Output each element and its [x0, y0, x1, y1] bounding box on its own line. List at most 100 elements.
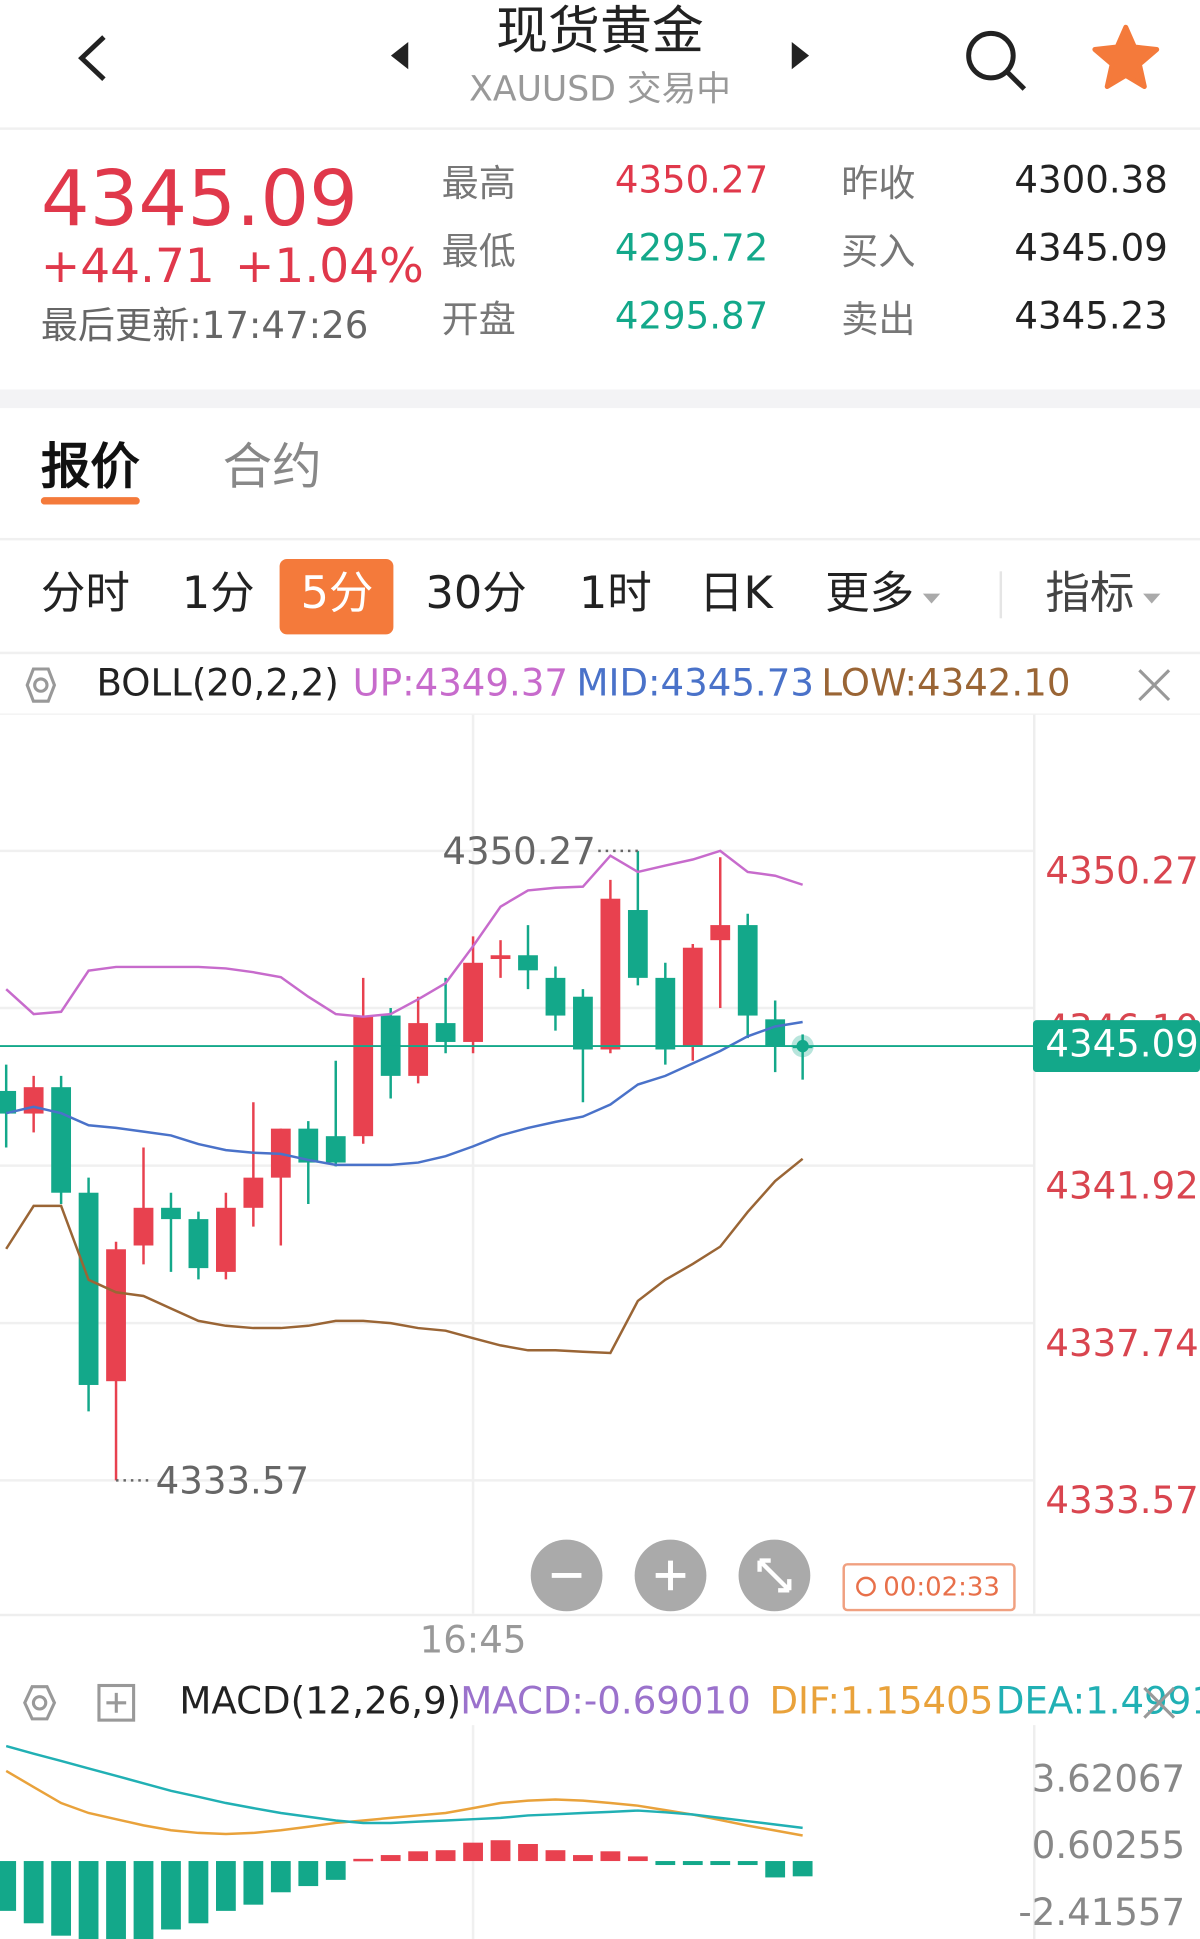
stat-value: 4295.72: [615, 226, 768, 269]
macd-bar: [380, 1855, 401, 1862]
macd-bar: [737, 1861, 758, 1866]
legend-entry: UP:4349.37: [353, 662, 568, 705]
boll-line: [5, 1020, 803, 1167]
divider: [0, 127, 1200, 130]
macd-bar: [216, 1861, 236, 1911]
candle-body: [298, 1128, 319, 1163]
period[interactable]: 日K: [699, 568, 775, 619]
tab[interactable]: 报价: [41, 437, 140, 495]
macd-bar: [188, 1861, 209, 1924]
candle-body: [51, 1087, 72, 1193]
stat-label: 买入: [841, 230, 915, 273]
y-tick-label: 0.60255: [1032, 1824, 1185, 1867]
macd-bar: [600, 1851, 621, 1862]
indicator-button[interactable]: 指标: [1045, 568, 1134, 619]
candle-body: [655, 977, 676, 1050]
change: +44.71: [41, 239, 215, 294]
divider: [999, 571, 1003, 619]
candle-body: [710, 925, 731, 941]
macd-bar: [545, 1850, 566, 1862]
period-active: [279, 558, 394, 635]
close-indicator[interactable]: [1138, 669, 1171, 702]
macd-bar: [490, 1840, 511, 1862]
search-button[interactable]: [966, 30, 1027, 91]
candle-body: [627, 910, 648, 978]
settings-icon[interactable]: [23, 1685, 57, 1721]
candle-body: [78, 1192, 99, 1385]
period[interactable]: 更多: [825, 568, 914, 619]
macd-bar: [0, 1861, 17, 1911]
candle-body: [545, 977, 566, 1016]
zoom-out[interactable]: [530, 1539, 603, 1612]
macd-bar: [435, 1850, 456, 1862]
stat-value: 4345.23: [1014, 294, 1167, 337]
macd-bar: [353, 1858, 374, 1862]
max-label: 4350.27: [442, 830, 595, 873]
settings-icon[interactable]: [25, 667, 57, 703]
stat-value: 4345.09: [1014, 226, 1167, 269]
indicator-title: BOLL(20,2,2): [96, 662, 338, 705]
x-tick-label: 16:45: [420, 1619, 527, 1662]
zoom-in[interactable]: [634, 1539, 707, 1612]
dropdown-arrow: [922, 593, 941, 604]
candle-body: [216, 1207, 236, 1272]
divider: [0, 713, 1200, 715]
prev-button[interactable]: [390, 42, 409, 70]
macd-bar: [133, 1861, 154, 1939]
dropdown-arrow: [1143, 593, 1161, 604]
candle-body: [490, 955, 511, 960]
next-button[interactable]: [791, 42, 810, 70]
stat-value: 4295.87: [615, 294, 768, 337]
macd-bar: [655, 1861, 676, 1866]
fullscreen[interactable]: [738, 1539, 811, 1612]
candles: [0, 849, 813, 1481]
candle-body: [0, 1090, 17, 1114]
macd-bar: [270, 1861, 291, 1893]
price: 4345.09: [41, 155, 358, 244]
macd-bar: [765, 1861, 786, 1878]
add-indicator[interactable]: [97, 1683, 136, 1722]
timer: 00:02:33: [883, 1572, 1000, 1602]
stat-value: 4300.38: [1014, 158, 1167, 201]
stat-label: 卖出: [841, 298, 915, 341]
candle-body: [573, 996, 593, 1050]
candle-body: [106, 1249, 126, 1382]
macd-bar: [106, 1861, 126, 1939]
legend-entry: MID:4345.73: [576, 662, 813, 705]
divider: [0, 537, 1200, 541]
candle-body: [353, 1015, 374, 1137]
stat-label: 最低: [442, 230, 516, 273]
legend-entry: DIF:1.15405: [769, 1679, 993, 1722]
macd-plot: [0, 1744, 813, 1939]
close-indicator[interactable]: [1143, 1686, 1176, 1719]
period[interactable]: 1分: [182, 568, 255, 619]
macd-bar: [78, 1861, 99, 1939]
legend-entry: MACD:-0.69010: [460, 1679, 751, 1722]
tab[interactable]: 合约: [223, 437, 322, 495]
macd-bar: [51, 1861, 72, 1936]
stat-value: 4350.27: [615, 158, 768, 201]
favorite-button[interactable]: [1092, 24, 1160, 90]
indicator-title: MACD(12,26,9): [179, 1679, 461, 1722]
period[interactable]: 5分: [301, 568, 374, 619]
macd-bar: [792, 1861, 813, 1877]
candle-body: [463, 962, 483, 1042]
macd-bar: [23, 1861, 44, 1924]
macd-bar: [325, 1861, 346, 1880]
legend-entry: LOW:4342.10: [821, 662, 1070, 705]
macd-bar: [573, 1855, 593, 1862]
title: 现货黄金: [496, 2, 704, 62]
macd-bar: [518, 1843, 538, 1862]
macd-bar: [408, 1851, 429, 1862]
back-button[interactable]: [78, 35, 106, 81]
y-tick-label: -2.41557: [1018, 1891, 1185, 1934]
candle-body: [188, 1219, 209, 1269]
y-tick-label: 4333.57: [1045, 1479, 1198, 1522]
tab-indicator: [40, 497, 140, 505]
period[interactable]: 30分: [426, 568, 527, 619]
clock-icon: [856, 1576, 876, 1597]
period[interactable]: 分时: [41, 568, 130, 619]
period[interactable]: 1时: [579, 568, 652, 619]
